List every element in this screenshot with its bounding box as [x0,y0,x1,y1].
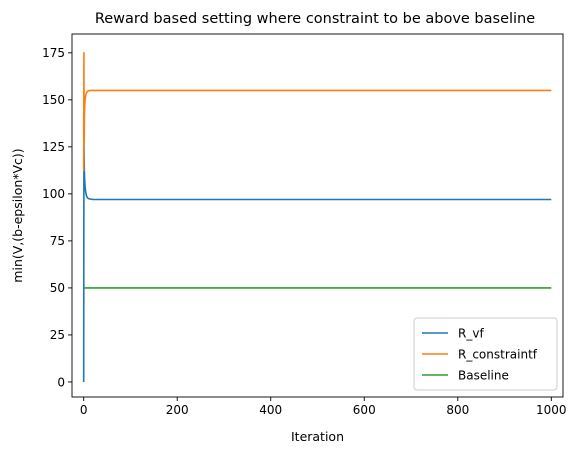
x-tick-label: 400 [259,403,282,417]
y-tick-label: 0 [57,375,65,389]
x-tick-label: 1000 [536,403,567,417]
x-axis-label: Iteration [291,429,344,444]
x-tick-label: 600 [353,403,376,417]
legend: R_vf R_constraintf Baseline [413,317,558,391]
y-tick-label: 175 [42,46,65,60]
y-tick-label: 50 [50,281,65,295]
chart-title: Reward based setting where constraint to… [95,11,535,27]
y-axis-ticks: 0 25 50 75 100 125 150 175 [42,46,72,389]
x-tick-label: 200 [166,403,189,417]
y-tick-label: 25 [50,328,65,342]
x-axis-ticks: 0 200 400 600 800 1000 [80,397,567,417]
y-tick-label: 75 [50,234,65,248]
legend-label: R_constraintf [458,347,538,361]
x-tick-label: 800 [446,403,469,417]
y-tick-label: 100 [42,187,65,201]
plot-area-frame [71,33,564,398]
y-tick-label: 150 [42,93,65,107]
y-tick-label: 125 [42,140,65,154]
y-axis-label: min(V,(b-epsilon*Vc)) [10,148,25,282]
legend-label: R_vf [458,326,484,340]
x-tick-label: 0 [80,403,88,417]
legend-box [413,317,558,391]
series-line-r-constraintf [82,52,552,172]
plot-lines [82,52,552,382]
legend-label: Baseline [458,368,509,382]
